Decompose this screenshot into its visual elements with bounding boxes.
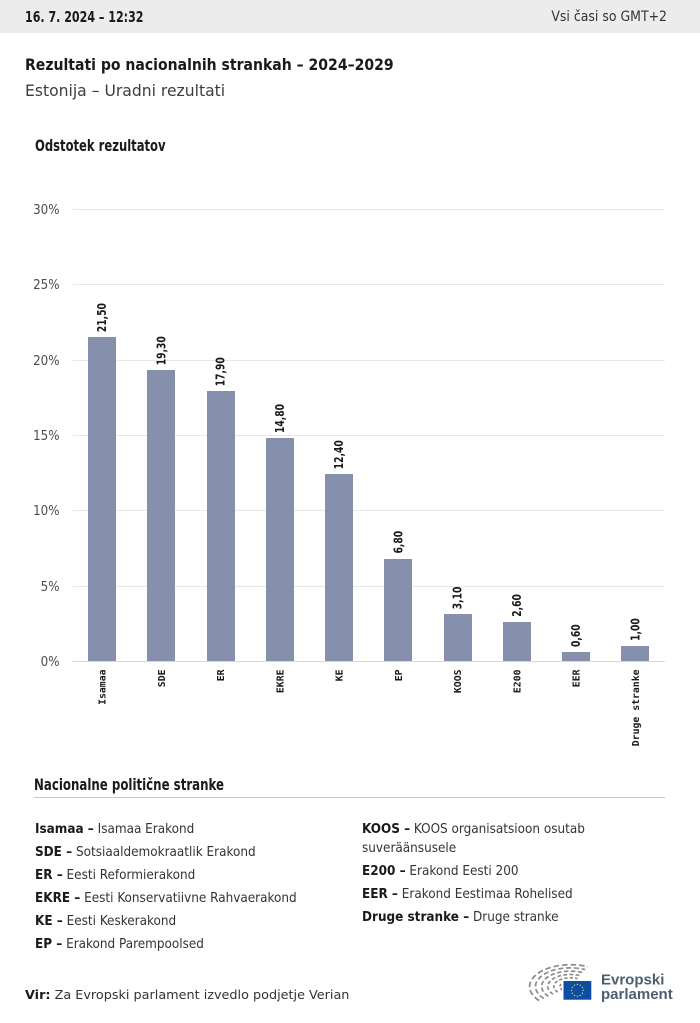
party-legend-heading: Nacionalne politične stranke — [34, 774, 225, 794]
party-name: Erakond Eesti 200 — [405, 864, 519, 879]
party-name: Isamaa Erakond — [93, 822, 195, 837]
party-legend-column-left: Isamaa – Isamaa Erakond SDE – Sotsiaaldem… — [35, 820, 340, 958]
bar-value-label: 2,60 — [509, 594, 524, 617]
bar-value-label: 17,90 — [213, 357, 228, 386]
logo-text-line2: parlament — [601, 986, 673, 1003]
party-abbr: EKRE – — [35, 891, 81, 906]
x-category-label: ER — [216, 669, 227, 681]
y-tick-label: 30% — [33, 203, 59, 218]
x-category-label: KE — [335, 669, 346, 681]
party-abbr: SDE – — [35, 845, 73, 860]
party-name: KOOS organisatsioon osutab suveräänsusel… — [362, 822, 585, 856]
party-abbr: KE – — [35, 914, 63, 929]
header-bar: 16. 7. 2024 – 12:32 Vsi časi so GMT+2 — [0, 0, 700, 33]
party-legend-item: EER – Erakond Eestimaa Rohelised — [362, 885, 662, 904]
x-category-label: Druge stranke — [631, 669, 642, 746]
bar — [207, 391, 235, 661]
y-tick-label: 10% — [33, 504, 59, 519]
bar-chart: 0% 5% 10% 15% 20% 25% 30% 21,50 Isamaa 19,30 SDE 17… — [33, 203, 665, 746]
party-abbr: EER – — [362, 887, 398, 902]
bar — [503, 622, 531, 661]
datetime-label: 16. 7. 2024 – 12:32 — [25, 7, 144, 26]
party-legend-item: KOOS – KOOS organisatsioon osutab suverä… — [362, 820, 662, 858]
bar — [266, 438, 294, 661]
bar-value-label: 21,50 — [94, 303, 109, 332]
y-tick-label: 0% — [41, 655, 60, 670]
legend-divider — [34, 797, 665, 798]
hemicycle-icon — [528, 963, 589, 1002]
x-category-label: E200 — [512, 669, 523, 693]
y-tick-label: 20% — [33, 354, 59, 369]
y-tick-label: 15% — [33, 429, 59, 444]
party-name: Sotsiaaldemokraatlik Erakond — [72, 845, 256, 860]
party-legend-item: ER – Eesti Reformierakond — [35, 866, 340, 885]
page-title: Rezultati po nacionalnih strankah – 2024… — [25, 55, 394, 74]
x-category-label: EKRE — [275, 669, 286, 693]
party-legend-item: Isamaa – Isamaa Erakond — [35, 820, 340, 839]
y-tick-label: 5% — [41, 580, 60, 595]
bar-value-label: 0,60 — [568, 624, 583, 647]
bar-value-label: 1,00 — [627, 618, 642, 641]
eu-flag-icon — [562, 979, 593, 1002]
party-abbr: ER – — [35, 868, 63, 883]
european-parliament-logo: Evropski parlament — [528, 963, 673, 1003]
x-category-label: SDE — [157, 669, 168, 687]
bar — [147, 370, 175, 661]
party-abbr: Druge stranke – — [362, 910, 470, 925]
party-legend-item: EP – Erakond Parempoolsed — [35, 935, 340, 954]
party-legend-item: EKRE – Eesti Konservatiivne Rahvaerakond — [35, 889, 340, 908]
source-note: Vir: Za Evropski parlament izvedlo podje… — [25, 988, 350, 1003]
party-name: Eesti Konservatiivne Rahvaerakond — [80, 891, 297, 906]
x-category-label: KOOS — [453, 669, 464, 693]
source-label: Vir: — [25, 988, 51, 1003]
party-abbr: Isamaa – — [35, 822, 94, 837]
party-abbr: EP – — [35, 937, 63, 952]
bar-value-label: 3,10 — [450, 587, 465, 610]
party-legend-item: E200 – Erakond Eesti 200 — [362, 862, 662, 881]
chart-title: Odstotek rezultatov — [35, 135, 166, 155]
party-abbr: E200 – — [362, 864, 406, 879]
bar-value-label: 12,40 — [331, 440, 346, 469]
timezone-note: Vsi časi so GMT+2 — [551, 8, 667, 25]
party-legend-item: SDE – Sotsiaaldemokraatlik Erakond — [35, 843, 340, 862]
party-name: Druge stranke — [469, 910, 559, 925]
x-category-label: EP — [394, 669, 405, 681]
bar — [621, 646, 649, 661]
party-name: Erakond Eestimaa Rohelised — [397, 887, 573, 902]
bar-value-label: 19,30 — [153, 336, 168, 365]
page-subtitle: Estonija – Uradni rezultati — [25, 82, 226, 101]
party-name: Eesti Keskerakond — [62, 914, 177, 929]
logo-text-line1: Evropski — [601, 972, 664, 989]
party-name: Erakond Parempoolsed — [62, 937, 204, 952]
party-name: Eesti Reformierakond — [62, 868, 196, 883]
party-legend-column-right: KOOS – KOOS organisatsioon osutab suverä… — [362, 820, 662, 931]
party-legend-item: Druge stranke – Druge stranke — [362, 908, 662, 927]
bar — [444, 614, 472, 661]
bar — [88, 337, 116, 661]
bar-value-label: 14,80 — [272, 404, 287, 433]
party-abbr: KOOS – — [362, 822, 411, 837]
bar — [562, 652, 590, 661]
x-category-label: Isamaa — [98, 669, 109, 704]
x-category-label: EER — [572, 669, 583, 687]
bar — [384, 559, 412, 661]
source-text: Za Evropski parlament izvedlo podjetje V… — [50, 988, 350, 1003]
party-legend-item: KE – Eesti Keskerakond — [35, 912, 340, 931]
bar — [325, 474, 353, 661]
y-tick-label: 25% — [33, 278, 59, 293]
bar-value-label: 6,80 — [390, 531, 405, 554]
